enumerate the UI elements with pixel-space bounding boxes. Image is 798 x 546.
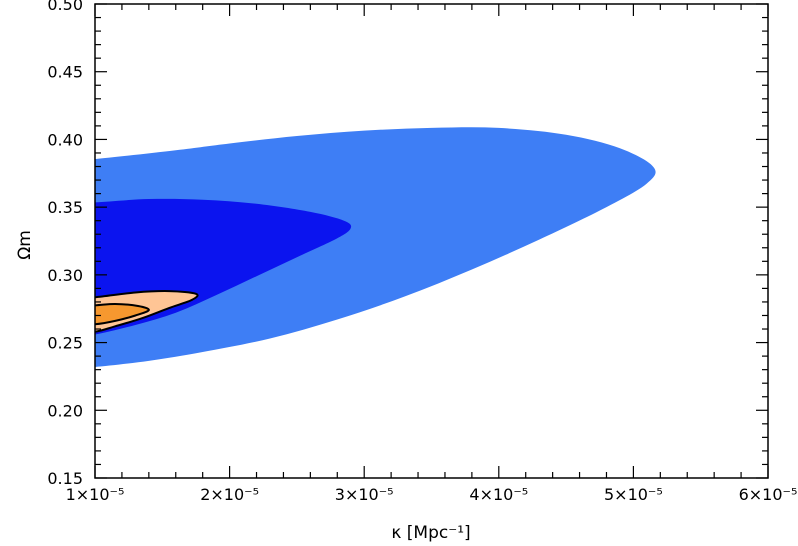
tick-label-layer: 1×10⁻⁵ 2×10⁻⁵ 3×10⁻⁵ 4×10⁻⁵ 5×10⁻⁵ 6×10⁻⁵ 0.15… <box>47 0 797 504</box>
y-tick-label: 0.45 <box>47 63 83 82</box>
y-tick-label: 0.40 <box>47 130 83 149</box>
y-tick-label: 0.20 <box>47 401 83 420</box>
y-tick-label: 0.15 <box>47 469 83 488</box>
x-axis-label: κ [Mpc⁻¹] <box>391 523 470 543</box>
y-tick-label: 0.35 <box>47 198 83 217</box>
x-tick-label: 1×10⁻⁵ <box>66 485 125 504</box>
y-tick-label: 0.30 <box>47 266 83 285</box>
y-axis-label: Ωm <box>15 230 35 260</box>
contour-region-4 <box>95 302 150 326</box>
plot-frame <box>94 3 769 479</box>
x-tick-label: 3×10⁻⁵ <box>335 485 394 504</box>
y-tick-label: 0.50 <box>47 0 83 14</box>
x-tick-label: 6×10⁻⁵ <box>739 485 798 504</box>
contour-region-1 <box>95 127 656 367</box>
y-tick-label: 0.25 <box>47 334 83 353</box>
x-tick-label: 2×10⁻⁵ <box>200 485 259 504</box>
x-tick-label: 4×10⁻⁵ <box>469 485 528 504</box>
contour-layer <box>95 127 656 367</box>
x-tick-label: 5×10⁻⁵ <box>604 485 663 504</box>
